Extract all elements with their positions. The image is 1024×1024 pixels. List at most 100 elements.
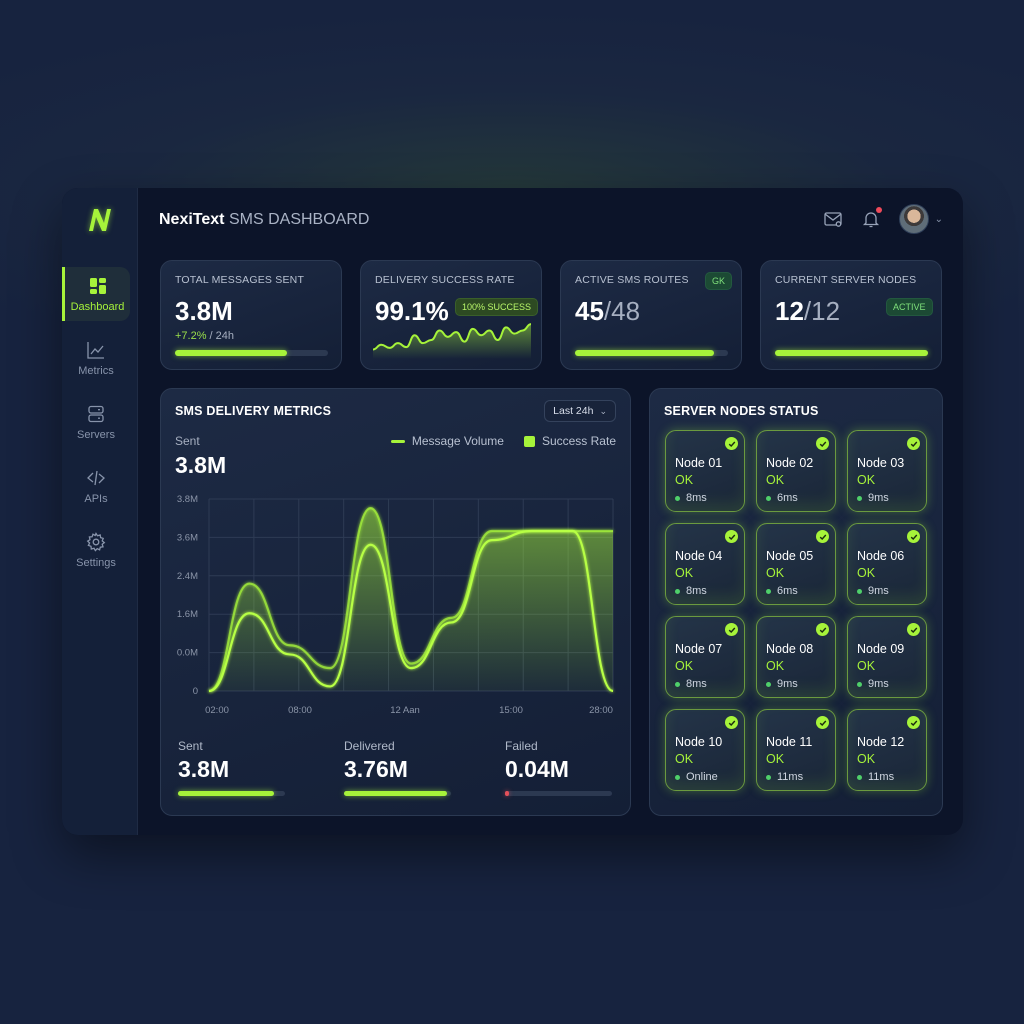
chevron-down-icon: ⌄	[599, 405, 607, 416]
svg-text:15:00: 15:00	[499, 705, 523, 716]
node-card[interactable]: Node 08 OK 9ms	[756, 616, 836, 698]
check-icon	[907, 437, 920, 450]
progress-bar	[575, 350, 728, 356]
check-icon	[907, 623, 920, 636]
progress-bar	[178, 791, 285, 796]
dashboard-window: Dashboard Metrics Servers APIs Settings …	[62, 188, 963, 835]
status-dot-icon	[766, 588, 771, 594]
node-card[interactable]: Node 05 OK 6ms	[756, 523, 836, 605]
kpi-server-nodes: CURRENT SERVER NODES 12/12 ACTIVE	[760, 260, 942, 370]
delivery-chart: 0 0.0M 1.6M 2.4M 3.6M 3.8M 02:00 08:00 12 Aan 15…	[177, 494, 614, 716]
bell-icon[interactable]	[861, 207, 882, 229]
success-badge: 100% SUCCESS	[455, 298, 539, 316]
sidebar-item-metrics[interactable]: Metrics	[62, 331, 130, 385]
sidebar-item-servers[interactable]: Servers	[62, 395, 130, 449]
node-status: OK	[766, 659, 785, 673]
node-card[interactable]: Node 12 OK 11ms	[847, 709, 927, 791]
svg-text:0.0M: 0.0M	[177, 648, 198, 659]
node-card[interactable]: Node 10 OK Online	[665, 709, 745, 791]
time-range-select[interactable]: Last 24h ⌄	[544, 400, 616, 422]
sent-value: 3.8M	[175, 452, 227, 478]
node-card[interactable]: Node 03 OK 9ms	[847, 430, 927, 512]
node-latency: 8ms	[675, 492, 707, 504]
stat-sent: Sent 3.8M	[178, 739, 285, 796]
legend-item-success[interactable]: Success Rate	[523, 434, 616, 448]
svg-text:3.6M: 3.6M	[177, 532, 198, 543]
check-icon	[725, 530, 738, 543]
node-status: OK	[675, 473, 694, 487]
node-status: OK	[675, 566, 694, 580]
check-icon	[816, 716, 829, 729]
node-name: Node 10	[675, 735, 723, 749]
node-status: OK	[766, 566, 785, 580]
svg-text:28:00: 28:00	[589, 705, 613, 716]
svg-text:0: 0	[193, 686, 198, 697]
node-status: OK	[766, 752, 785, 766]
sidebar-item-label: Settings	[76, 556, 116, 569]
stat-delivered: Delivered 3.76M	[344, 739, 451, 796]
page-title: NexiText SMS DASHBOARD	[159, 211, 369, 229]
svg-text:1.6M: 1.6M	[177, 609, 198, 620]
node-card[interactable]: Node 02 OK 6ms	[756, 430, 836, 512]
node-name: Node 12	[857, 735, 905, 749]
node-status: OK	[857, 473, 876, 487]
avatar[interactable]	[898, 204, 929, 234]
status-dot-icon	[675, 681, 680, 687]
dashboard-grid-icon	[89, 277, 106, 294]
gear-icon	[86, 531, 106, 552]
node-status: OK	[857, 752, 876, 766]
progress-bar	[344, 791, 451, 796]
node-status: OK	[857, 659, 876, 673]
kpi-value: 3.8M	[175, 296, 233, 326]
sidebar: Dashboard Metrics Servers APIs Settings	[62, 188, 138, 835]
status-dot-icon	[675, 588, 680, 594]
server-nodes-panel: SERVER NODES STATUS Node 01 OK 8ms Node 02 O…	[649, 388, 943, 816]
legend-item-volume[interactable]: Message Volume	[390, 434, 504, 448]
node-status: OK	[766, 473, 785, 487]
node-name: Node 08	[766, 642, 814, 656]
sidebar-item-dashboard[interactable]: Dashboard	[62, 267, 130, 321]
node-card[interactable]: Node 04 OK 8ms	[665, 523, 745, 605]
svg-text:3.8M: 3.8M	[177, 494, 198, 505]
node-card[interactable]: Node 09 OK 9ms	[847, 616, 927, 698]
node-latency: Online	[675, 771, 718, 783]
status-dot-icon	[766, 774, 771, 780]
node-status: OK	[675, 752, 694, 766]
sidebar-item-label: Metrics	[78, 364, 114, 377]
kpi-label: TOTAL MESSAGES SENT	[175, 274, 305, 286]
svg-text:08:00: 08:00	[288, 705, 312, 716]
panel-title: SMS DELIVERY METRICS	[175, 404, 332, 418]
node-latency: 11ms	[857, 771, 894, 783]
node-latency: 9ms	[857, 585, 889, 597]
node-latency: 8ms	[675, 678, 707, 690]
notification-dot	[875, 207, 882, 213]
status-dot-icon	[857, 681, 862, 687]
logo-icon	[89, 209, 111, 231]
node-card[interactable]: Node 11 OK 11ms	[756, 709, 836, 791]
node-name: Node 03	[857, 456, 905, 470]
check-icon	[725, 716, 738, 729]
node-name: Node 05	[766, 549, 814, 563]
line-chart-icon	[87, 341, 104, 359]
sidebar-item-apis[interactable]: APIs	[62, 459, 130, 513]
kpi-value: 99.1%	[375, 296, 449, 326]
node-name: Node 02	[766, 456, 814, 470]
progress-bar	[175, 350, 328, 356]
chevron-down-icon[interactable]: ⌄	[934, 213, 943, 225]
mail-icon[interactable]	[823, 209, 843, 229]
kpi-change: +7.2% / 24h	[175, 330, 235, 342]
sidebar-item-label: Servers	[77, 428, 115, 441]
status-dot-icon	[766, 681, 771, 687]
delivery-metrics-panel: SMS DELIVERY METRICS Last 24h ⌄ Sent 3.8…	[160, 388, 631, 816]
node-card[interactable]: Node 06 OK 9ms	[847, 523, 927, 605]
svg-text:02:00: 02:00	[205, 705, 229, 716]
check-icon	[816, 623, 829, 636]
node-card[interactable]: Node 01 OK 8ms	[665, 430, 745, 512]
progress-bar	[775, 350, 928, 356]
status-dot-icon	[857, 495, 862, 501]
kpi-label: DELIVERY SUCCESS RATE	[375, 274, 515, 286]
check-icon	[816, 530, 829, 543]
sidebar-item-settings[interactable]: Settings	[62, 523, 130, 577]
svg-text:12 Aan: 12 Aan	[390, 705, 420, 716]
node-card[interactable]: Node 07 OK 8ms	[665, 616, 745, 698]
